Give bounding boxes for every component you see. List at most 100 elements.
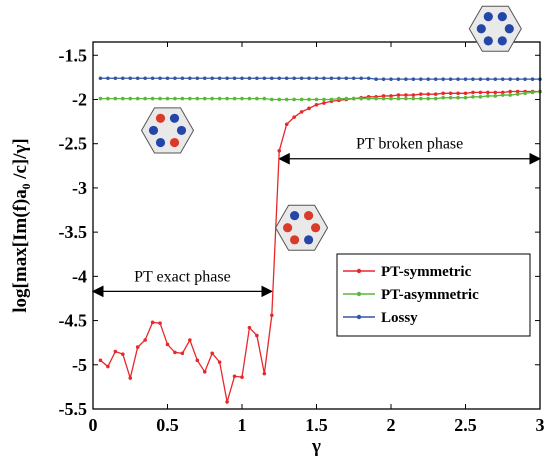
data-point — [270, 97, 274, 102]
data-point — [217, 76, 222, 81]
data-point — [314, 76, 319, 81]
inset-layer — [140, 5, 522, 251]
data-point — [314, 102, 319, 107]
data-point — [180, 96, 185, 101]
data-point — [225, 400, 229, 404]
x-tick-label: 1 — [238, 415, 247, 435]
x-tick-label: 1.5 — [305, 415, 328, 435]
data-point — [493, 77, 498, 81]
hexagon-shape — [468, 5, 522, 52]
data-point — [262, 96, 267, 101]
data-point — [433, 92, 438, 96]
data-point — [121, 96, 125, 101]
legend: PT-symmetric PT-asymmetric Lossy — [336, 253, 531, 337]
data-point — [202, 76, 207, 81]
data-point — [530, 77, 535, 81]
data-point — [471, 77, 475, 81]
data-point — [299, 76, 304, 81]
resonator-dot — [169, 113, 180, 123]
data-point — [433, 96, 438, 101]
data-point — [255, 76, 259, 81]
data-point — [307, 76, 311, 81]
data-point — [508, 93, 512, 97]
data-point — [441, 91, 445, 96]
data-point — [240, 96, 244, 101]
data-point — [292, 97, 296, 102]
data-point — [150, 320, 155, 325]
data-point — [284, 97, 289, 102]
data-point — [344, 96, 349, 101]
data-point — [106, 76, 110, 81]
data-point — [508, 89, 512, 94]
data-point — [113, 76, 118, 81]
ticks-layer: 0 0.5 1 1.5 2 2.5 3 -1.5 -2 -2.5 -3 -3.5 -4 -4.5 -5 -5.… — [59, 42, 545, 435]
x-tick-label: 2.5 — [454, 415, 477, 435]
data-point — [150, 76, 155, 81]
data-point — [180, 76, 185, 81]
phase-label: PT exact phase — [134, 268, 231, 285]
resonator-dot — [290, 210, 300, 221]
data-point — [404, 77, 408, 81]
data-point — [128, 96, 133, 101]
series-lossy — [98, 76, 542, 81]
data-point — [98, 96, 103, 101]
data-point — [426, 92, 431, 96]
data-point — [188, 76, 192, 81]
x-axis-label: γ — [311, 436, 321, 457]
data-point — [463, 95, 468, 100]
data-point — [292, 115, 296, 119]
data-point — [202, 370, 207, 374]
data-point — [210, 351, 214, 356]
data-point — [478, 90, 483, 95]
data-point — [217, 360, 222, 364]
data-point — [337, 76, 341, 81]
data-point — [366, 76, 371, 81]
data-point — [389, 77, 393, 81]
data-point — [359, 96, 364, 101]
data-point — [277, 148, 282, 153]
data-point — [404, 93, 408, 97]
data-point — [225, 76, 229, 81]
data-point — [456, 77, 460, 81]
legend-marker — [356, 268, 362, 274]
data-point — [351, 96, 356, 101]
data-point — [98, 76, 103, 81]
data-point — [523, 77, 527, 81]
x-tick-label: 3 — [536, 415, 545, 435]
data-point — [128, 376, 133, 380]
data-point — [240, 76, 244, 81]
data-point — [478, 77, 483, 81]
data-point — [255, 333, 259, 338]
resonator-dot — [304, 210, 314, 221]
data-point — [284, 76, 289, 81]
hexagon-shape — [275, 204, 329, 251]
resonator-dot — [504, 24, 514, 34]
data-point — [232, 374, 237, 379]
data-point — [307, 97, 311, 102]
resonator-dot — [304, 235, 314, 245]
data-point — [202, 96, 207, 101]
data-point — [299, 110, 304, 114]
data-point — [143, 338, 147, 342]
data-point — [381, 77, 386, 81]
data-point — [389, 96, 393, 101]
y-tick-label: -3 — [72, 178, 87, 198]
y-tick-label: -4.5 — [59, 311, 88, 331]
data-point — [113, 96, 118, 101]
data-point — [210, 96, 214, 101]
data-point — [441, 77, 445, 81]
y-tick-label: -2 — [72, 89, 87, 109]
data-point — [277, 76, 282, 81]
data-point — [143, 76, 147, 81]
series-layer — [98, 76, 542, 404]
data-point — [329, 76, 334, 81]
resonator-dot — [483, 12, 493, 22]
legend-label: Lossy — [381, 310, 418, 326]
data-point — [396, 93, 401, 97]
data-point — [128, 76, 133, 81]
data-point — [158, 76, 162, 81]
hexagon-shape — [140, 107, 195, 154]
data-point — [173, 76, 177, 81]
data-point — [463, 77, 468, 81]
y-axis-label: log[max[Im(f)a₀ /c]/γ] — [10, 138, 31, 312]
